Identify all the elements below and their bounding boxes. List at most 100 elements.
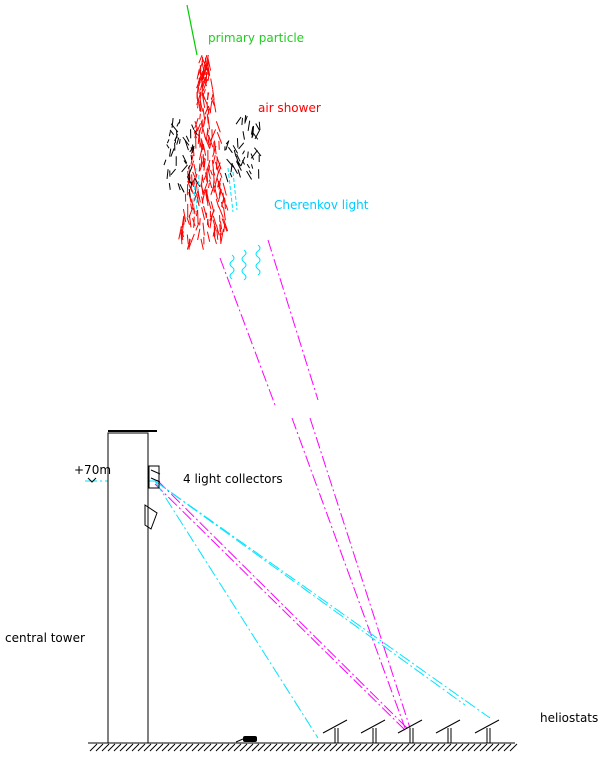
- ground-hatch: [407, 743, 416, 752]
- shower-track: [242, 150, 245, 155]
- shower-track: [231, 164, 238, 174]
- shower-track: [197, 228, 201, 241]
- shower-track: [198, 126, 202, 136]
- ground-hatch: [401, 743, 410, 752]
- shower-track: [216, 131, 223, 144]
- ground-hatch: [341, 743, 350, 752]
- shower-track: [191, 160, 195, 168]
- shower-track: [212, 219, 217, 231]
- shower-track: [225, 204, 229, 211]
- shower-track: [211, 159, 215, 171]
- shower-track: [190, 203, 193, 210]
- ground-hatch: [221, 743, 230, 752]
- shower-track: [236, 153, 241, 162]
- shower-track: [241, 117, 243, 126]
- shower-track: [190, 154, 193, 160]
- shower-track: [236, 161, 242, 171]
- ground-hatch: [125, 743, 134, 752]
- ground-hatch: [377, 743, 386, 752]
- ground-hatch: [197, 743, 206, 752]
- shower-track: [195, 127, 198, 133]
- shower-track: [209, 137, 213, 149]
- ground-hatch: [323, 743, 332, 752]
- shower-track: [248, 170, 252, 175]
- shower-track: [202, 58, 207, 68]
- shower-track: [163, 159, 167, 166]
- ground-hatch: [503, 743, 512, 752]
- ground-hatch: [137, 743, 146, 752]
- shower-track: [203, 171, 208, 181]
- shower-track: [190, 181, 193, 189]
- shower-track: [176, 122, 180, 127]
- shower-track: [200, 138, 204, 151]
- primary-particle-label: primary particle: [208, 31, 304, 45]
- shower-track: [182, 136, 190, 146]
- air-shower-label: air shower: [258, 101, 321, 115]
- shower-track: [177, 183, 181, 191]
- shower-track: [188, 214, 192, 228]
- shower-track: [191, 198, 194, 211]
- shower-track: [250, 126, 254, 135]
- shower-track: [202, 143, 207, 156]
- shower-track: [205, 127, 209, 141]
- shower-track: [182, 208, 187, 223]
- shower-track: [199, 218, 201, 226]
- shower-track: [225, 140, 230, 145]
- shower-track: [179, 183, 185, 192]
- shower-track: [219, 172, 223, 178]
- ground-hatch: [383, 743, 392, 752]
- shower-track: [216, 162, 221, 170]
- ground-hatch: [245, 743, 254, 752]
- shower-track: [181, 230, 185, 238]
- ground-hatch: [143, 743, 152, 752]
- shower-track: [236, 138, 239, 148]
- shower-track: [201, 196, 204, 204]
- ground-hatch: [239, 743, 248, 752]
- shower-track: [226, 158, 235, 168]
- ground-hatch: [227, 743, 236, 752]
- ground-hatch: [467, 743, 476, 752]
- shower-track: [193, 178, 201, 188]
- shower-track: [205, 212, 208, 218]
- ground-hatch: [119, 743, 128, 752]
- ground-hatch: [299, 743, 308, 752]
- ground-hatch: [347, 743, 356, 752]
- shower-track: [225, 140, 230, 151]
- ground-hatch: [413, 743, 422, 752]
- shower-track: [212, 178, 215, 192]
- shower-track: [200, 238, 204, 250]
- shower-track: [168, 131, 171, 137]
- shower-track: [198, 139, 202, 148]
- heliostat-field: [322, 719, 500, 743]
- shower-track: [178, 226, 182, 240]
- shower-track: [194, 184, 198, 194]
- shower-track: [202, 95, 206, 108]
- ground-hatch: [317, 743, 326, 752]
- ground-hatch: [149, 743, 158, 752]
- shower-track: [238, 142, 245, 150]
- shower-track: [199, 113, 201, 120]
- shower-track: [208, 179, 213, 189]
- shower-track: [201, 84, 204, 96]
- ground-hatch: [275, 743, 284, 752]
- shower-track: [198, 150, 202, 161]
- ground-hatch: [209, 743, 218, 752]
- ground-hatch: [455, 743, 464, 752]
- air-shower: [163, 54, 262, 250]
- ground-hatch: [305, 743, 314, 752]
- shower-track: [207, 61, 209, 75]
- shower-track: [215, 198, 220, 208]
- shower-track: [186, 234, 189, 245]
- shower-track: [212, 89, 215, 100]
- shower-track: [186, 217, 191, 225]
- shower-track: [215, 224, 220, 236]
- shower-track: [207, 134, 214, 148]
- shower-track: [188, 238, 191, 250]
- ground-hatch: [437, 743, 446, 752]
- shower-track: [183, 160, 188, 165]
- shower-track: [210, 97, 215, 106]
- shower-track: [166, 144, 170, 149]
- shower-track: [197, 100, 200, 109]
- ground-hatch: [329, 743, 338, 752]
- shower-track: [218, 206, 224, 218]
